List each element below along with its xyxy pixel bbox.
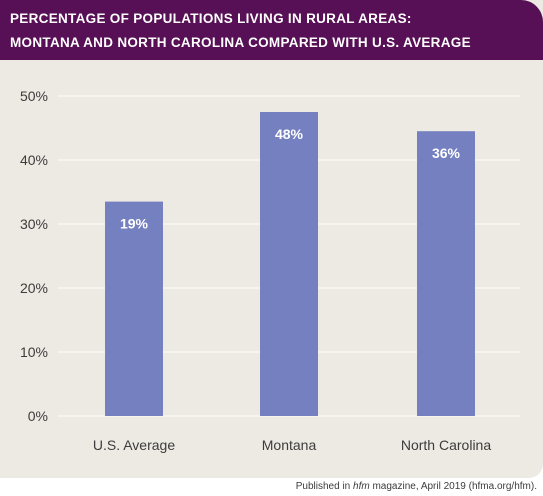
chart-title-line-1: PERCENTAGE OF POPULATIONS LIVING IN RURA… [10,11,412,26]
y-tick-label: 10% [20,344,48,360]
bar-data-label: 19% [120,216,149,232]
x-category-label: U.S. Average [93,437,175,453]
source-magazine: hfm [353,481,370,492]
y-tick-label: 50% [20,88,48,104]
bars [105,112,475,416]
bar-chart: 0% 10% 20% 30% 40% 50% 19% U.S. Average 48% Monta… [20,88,520,453]
source-note: Published in hfm magazine, April 2019 (h… [296,481,537,492]
y-tick-label: 40% [20,152,48,168]
y-tick-label: 30% [20,216,48,232]
y-tick-label: 20% [20,280,48,296]
bar-data-label: 36% [432,145,461,161]
bar [260,112,318,416]
chart-card: PERCENTAGE OF POPULATIONS LIVING IN RURA… [0,0,543,478]
labels: 0% 10% 20% 30% 40% 50% 19% U.S. Average 48% Monta… [20,88,491,453]
source-suffix: magazine, April 2019 (hfma.org/hfm). [369,481,537,492]
x-category-label: North Carolina [401,437,491,453]
bar [105,201,163,416]
x-category-label: Montana [262,437,317,453]
bar-data-label: 48% [275,126,304,142]
chart-header: PERCENTAGE OF POPULATIONS LIVING IN RURA… [0,0,543,60]
source-prefix: Published in [295,481,354,492]
bar [417,131,475,416]
y-tick-label: 0% [28,408,48,424]
chart-title-line-2: MONTANA AND NORTH CAROLINA COMPARED WITH… [10,35,471,50]
